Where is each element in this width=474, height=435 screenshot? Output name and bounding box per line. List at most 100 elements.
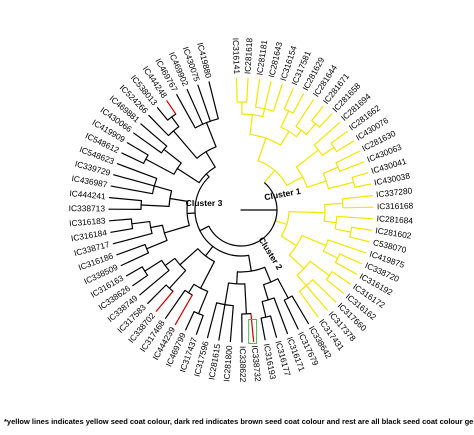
leaf-branch — [195, 314, 204, 335]
branch-line — [323, 220, 337, 224]
branch-line — [150, 224, 164, 229]
branch-line — [262, 284, 269, 301]
leaf-branch — [331, 271, 351, 285]
branch-line — [274, 220, 288, 225]
branch-line — [168, 269, 187, 289]
branch-line — [264, 266, 272, 283]
leaf-branch — [139, 269, 170, 296]
branch-line — [327, 181, 355, 190]
branch-line — [164, 257, 176, 267]
leaf-branch — [339, 253, 363, 265]
leaf-branch — [312, 279, 337, 303]
leaf-branch — [110, 228, 134, 233]
leaf-branch — [208, 81, 219, 120]
leaf-branch — [351, 226, 373, 231]
leaf-branch — [327, 239, 367, 254]
branch-line — [295, 129, 302, 138]
branch-line — [309, 260, 330, 277]
branch-line — [305, 123, 317, 135]
branch-line — [261, 300, 267, 318]
branch-line — [131, 220, 151, 225]
leaf-branch — [313, 121, 341, 146]
leaf-branch — [339, 161, 365, 172]
branch-line — [236, 271, 238, 285]
branch-line — [146, 239, 168, 250]
branch-line — [334, 228, 352, 233]
leaf-branch — [235, 77, 238, 103]
leaf-branch — [354, 183, 372, 188]
leaf-branch — [112, 232, 153, 245]
branch-line — [324, 202, 344, 206]
branch-line — [263, 169, 276, 184]
branch-line — [288, 254, 305, 270]
leaf-branch — [108, 196, 143, 202]
leaf-branch — [305, 285, 328, 311]
leaf-label: IC444241 — [69, 188, 106, 201]
branch-line — [171, 116, 180, 128]
branch-line — [301, 234, 327, 247]
branch-line — [153, 185, 173, 192]
leaf-branch — [164, 289, 186, 319]
leaf-branch — [283, 299, 299, 330]
branch-line — [280, 110, 290, 128]
leaf-branch — [292, 93, 305, 114]
leaf-branch — [133, 132, 162, 154]
leaf-branch — [273, 297, 289, 335]
branch-line — [169, 197, 189, 202]
leaf-branch — [335, 140, 355, 153]
branch-line — [145, 158, 175, 175]
branch-line — [277, 278, 289, 299]
tree-branches — [108, 77, 374, 344]
leaf-branch — [295, 99, 315, 128]
branch-line — [197, 290, 209, 315]
leaf-branch — [113, 174, 155, 187]
leaf-branch — [116, 243, 146, 256]
leaf-branch — [298, 290, 319, 318]
leaf-label: IC338732 — [250, 345, 263, 382]
branch-line — [172, 130, 198, 159]
branch-line — [163, 148, 182, 164]
branch-line — [205, 121, 217, 148]
branch-line — [205, 151, 216, 168]
leaf-branch — [185, 311, 195, 331]
cluster-2-label: Cluster 2 — [257, 235, 285, 272]
branch-line — [321, 146, 335, 156]
leaf-branch — [186, 88, 204, 125]
leaf-label: IC338713 — [69, 203, 106, 213]
leaf-branch — [246, 77, 249, 103]
leaf-label: IC281618 — [242, 37, 254, 74]
branch-line — [204, 245, 214, 257]
figure-footnote: *yellow lines indicates yellow seed coat… — [4, 417, 474, 426]
leaf-branch — [283, 88, 294, 110]
leaf-branch — [176, 94, 196, 129]
branch-line — [140, 204, 170, 207]
leaf-branch — [341, 195, 373, 200]
branch-line — [322, 250, 339, 259]
leaf-branch — [349, 236, 370, 243]
branch-line — [296, 274, 307, 287]
branch-line — [176, 167, 200, 184]
leaf-branch — [325, 278, 344, 294]
branch-line — [179, 248, 199, 266]
leaf-branch — [147, 284, 167, 305]
branch-line — [163, 224, 190, 234]
branch-line — [244, 283, 247, 315]
leaf-branch — [311, 105, 324, 122]
leaf-label: IC316141 — [231, 38, 242, 75]
leaf-branch — [229, 305, 234, 343]
leaf-branch — [197, 84, 211, 122]
leaf-branch — [318, 113, 333, 128]
leaf-branch — [108, 218, 132, 222]
leaf-branch — [148, 114, 170, 137]
leaf-branch — [334, 261, 358, 275]
branch-line — [200, 260, 215, 289]
leaf-branch — [264, 80, 272, 110]
leaf-branch — [269, 315, 278, 338]
leaf-branch — [174, 294, 193, 326]
leaf-branch — [218, 304, 226, 341]
branch-line — [280, 130, 290, 146]
leaf-branch — [140, 123, 168, 147]
branch-line — [248, 254, 252, 272]
leaf-branch — [336, 215, 374, 220]
